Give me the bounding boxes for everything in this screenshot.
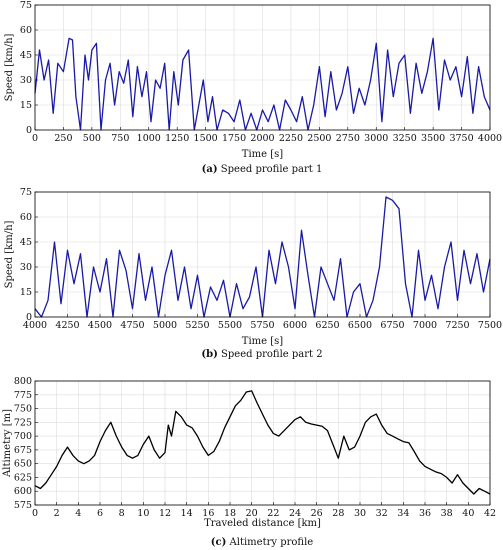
x-axis-label: Time [s] (242, 336, 283, 347)
speed-profile-part-2-panel: (b) Speed profile part 2 4000 4250 4500 475… (4, 187, 502, 360)
x-tick-label: 38 (441, 508, 453, 519)
x-axis-label: Time [s] (242, 149, 283, 160)
y-tick-label: 625 (14, 472, 32, 483)
x-tick-label: 3500 (421, 133, 445, 144)
x-tick-label: 1500 (194, 133, 218, 144)
y-tick-label: 575 (14, 500, 32, 511)
y-tick-label: 30 (20, 262, 32, 273)
x-tick-label: 0 (32, 508, 38, 519)
series-line (34, 390, 491, 495)
series-line (34, 37, 491, 131)
x-tick-label: 40 (462, 508, 474, 519)
x-tick-label: 2 (54, 508, 60, 519)
x-tick-label: 5500 (218, 320, 242, 331)
x-tick-label: 16 (202, 508, 214, 519)
y-tick-label: 675 (14, 445, 32, 456)
x-tick-label: 36 (419, 508, 431, 519)
y-tick-label: 0 (26, 312, 32, 323)
y-tick-label: 15 (20, 287, 32, 298)
y-tick-label: 775 (14, 390, 32, 401)
x-tick-label: 750 (111, 133, 129, 144)
x-tick-label: 4 (75, 508, 81, 519)
caption-c-tag: (c) (211, 537, 227, 548)
y-tick-label: 650 (14, 459, 32, 470)
y-tick-label: 725 (14, 417, 32, 428)
x-tick-label: 18 (224, 508, 236, 519)
y-axis-label: Speed [km/h] (4, 33, 15, 101)
x-axis-label: Traveled distance [km] (204, 518, 321, 529)
x-tick-label: 8 (119, 508, 125, 519)
x-tick-label: 1250 (165, 133, 189, 144)
x-tick-label: 12 (159, 508, 171, 519)
x-tick-label: 4750 (120, 320, 144, 331)
x-tick-label: 32 (376, 508, 388, 519)
x-tick-label: 250 (54, 133, 72, 144)
x-tick-label: 2750 (336, 133, 360, 144)
x-tick-label: 30 (354, 508, 366, 519)
y-tick-label: 600 (14, 486, 32, 497)
x-tick-label: 4250 (55, 320, 79, 331)
x-tick-label: 26 (311, 508, 323, 519)
y-tick-label: 30 (20, 75, 32, 86)
x-tick-label: 6250 (315, 320, 339, 331)
caption-a: (a) Speed profile part 1 (202, 164, 323, 175)
x-tick-label: 0 (32, 133, 38, 144)
y-tick-label: 700 (14, 431, 32, 442)
x-tick-label: 3250 (393, 133, 417, 144)
y-tick-label: 750 (14, 404, 32, 415)
x-tick-label: 5000 (153, 320, 177, 331)
y-axis-label: Altimetry [m] (2, 409, 13, 478)
x-tick-label: 7250 (445, 320, 469, 331)
plot-frame (34, 380, 491, 506)
x-tick-label: 22 (267, 508, 279, 519)
speed-profile-part-1-panel: (a) Speed profile part 1 0 250 500 750 1000 1… (4, 0, 502, 175)
altimetry-profile-panel: (c) Altimetry profile 0 2 4 6 8 10 12 14 16 18 20 2… (2, 376, 496, 548)
x-tick-label: 3750 (449, 133, 473, 144)
x-tick-label: 14 (181, 508, 193, 519)
x-tick-label: 20 (246, 508, 258, 519)
y-tick-label: 60 (20, 25, 32, 36)
caption-a-text: Speed profile part 1 (221, 164, 323, 175)
y-tick-label: 60 (20, 212, 32, 223)
x-tick-label: 6 (97, 508, 103, 519)
y-tick-label: 45 (20, 237, 32, 248)
x-tick-label: 10 (137, 508, 149, 519)
y-tick-label: 75 (20, 0, 32, 11)
x-tick-label: 7000 (413, 320, 437, 331)
y-tick-label: 15 (20, 100, 32, 111)
x-tick-label: 42 (484, 508, 496, 519)
caption-b-text: Speed profile part 2 (221, 349, 323, 360)
x-tick-label: 4000 (23, 320, 47, 331)
x-tick-label: 6000 (283, 320, 307, 331)
x-tick-label: 6500 (348, 320, 372, 331)
y-tick-label: 45 (20, 50, 32, 61)
x-tick-label: 5750 (250, 320, 274, 331)
x-tick-label: 28 (332, 508, 344, 519)
y-tick-label: 800 (14, 376, 32, 387)
x-tick-label: 24 (289, 508, 301, 519)
x-tick-label: 3000 (364, 133, 388, 144)
x-tick-label: 500 (83, 133, 101, 144)
x-tick-label: 4500 (88, 320, 112, 331)
caption-b-tag: (b) (201, 349, 217, 360)
x-tick-label: 2250 (279, 133, 303, 144)
caption-b: (b) Speed profile part 2 (201, 349, 322, 360)
x-tick-label: 4000 (478, 133, 502, 144)
caption-c-text: Altimetry profile (229, 537, 314, 548)
x-tick-label: 2500 (307, 133, 331, 144)
caption-a-tag: (a) (202, 164, 218, 175)
x-tick-label: 1750 (222, 133, 246, 144)
y-tick-label: 0 (26, 125, 32, 136)
x-tick-label: 2000 (250, 133, 274, 144)
x-tick-label: 1000 (137, 133, 161, 144)
x-tick-label: 34 (397, 508, 409, 519)
x-tick-label: 7500 (478, 320, 502, 331)
caption-c: (c) Altimetry profile (211, 537, 313, 548)
x-tick-label: 5250 (185, 320, 209, 331)
y-axis-label: Speed [km/h] (4, 220, 15, 288)
y-tick-label: 75 (20, 187, 32, 198)
x-tick-label: 6750 (380, 320, 404, 331)
